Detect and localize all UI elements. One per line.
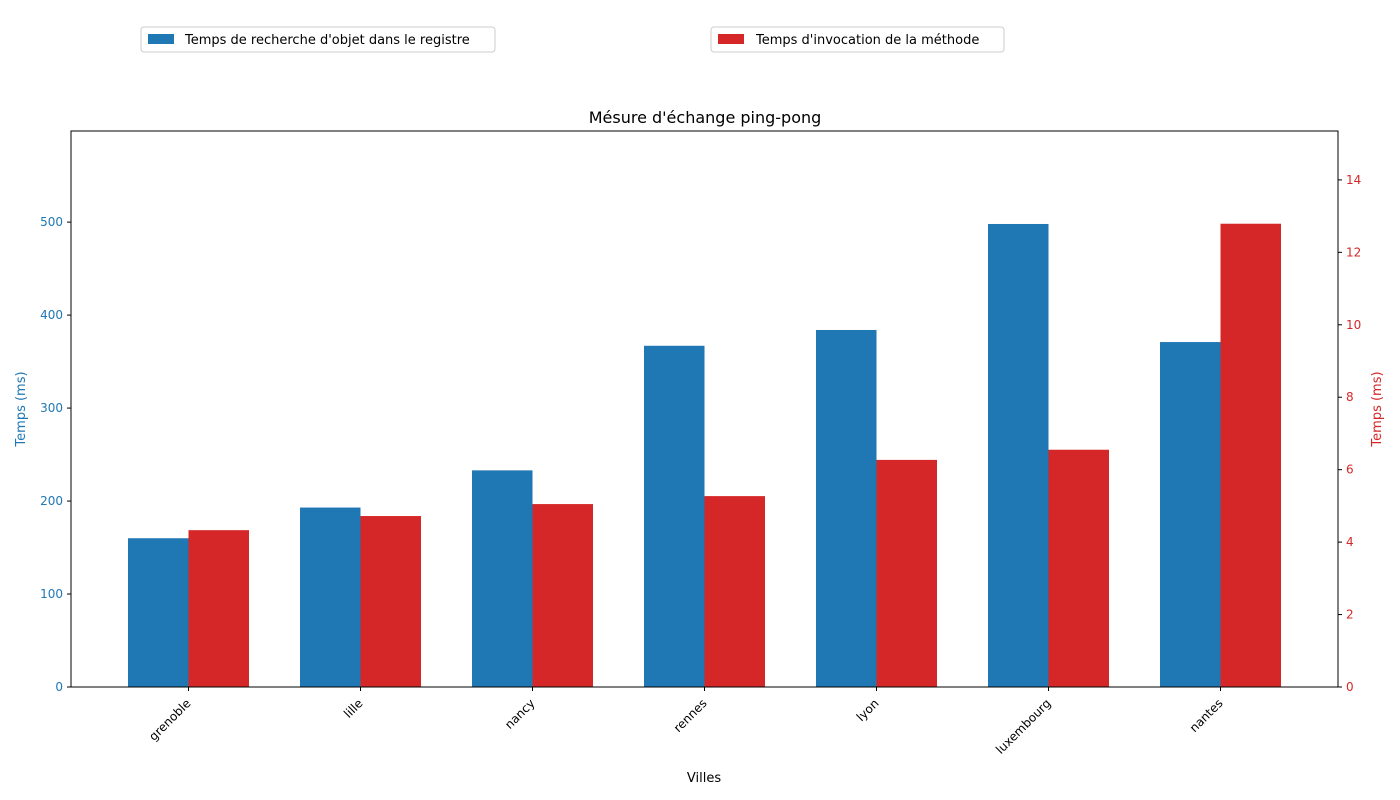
right-tick-label: 6 xyxy=(1346,463,1354,477)
bar-invocation-grenoble xyxy=(188,530,249,687)
bar-registry-rennes xyxy=(644,345,705,687)
right-tick-label: 4 xyxy=(1346,535,1354,549)
bar-invocation-lyon xyxy=(876,459,937,687)
chart-title: Mésure d'échange ping-pong xyxy=(589,108,822,127)
bar-registry-grenoble xyxy=(128,538,189,687)
bar-registry-nantes xyxy=(1160,342,1221,687)
bars-group xyxy=(128,223,1281,687)
legend-series-1: Temps de recherche d'objet dans le regis… xyxy=(140,26,496,53)
bar-registry-lille xyxy=(300,507,361,687)
bar-invocation-rennes xyxy=(704,496,765,687)
x-axis-label: Villes xyxy=(687,771,721,786)
right-axis-ticks: 0 2 4 6 8 10 12 14 xyxy=(1338,173,1361,694)
left-tick-label: 100 xyxy=(40,587,63,601)
bar-invocation-nantes xyxy=(1220,223,1281,687)
left-tick-label: 200 xyxy=(40,494,63,508)
left-tick-label: 300 xyxy=(40,401,63,415)
right-tick-label: 12 xyxy=(1346,245,1361,259)
right-tick-label: 0 xyxy=(1346,680,1354,694)
left-axis-label: Temps (ms) xyxy=(14,371,29,447)
bar-invocation-lille xyxy=(360,516,421,687)
legend-series-2: Temps d'invocation de la méthode xyxy=(710,26,1005,53)
left-tick-label: 0 xyxy=(55,680,63,694)
legend-label: Temps de recherche d'objet dans le regis… xyxy=(184,33,470,48)
legend-label: Temps d'invocation de la méthode xyxy=(755,33,979,48)
bar-registry-luxembourg xyxy=(988,223,1049,687)
legend-swatch xyxy=(148,34,174,44)
bar-invocation-luxembourg xyxy=(1048,449,1109,687)
left-tick-label: 400 xyxy=(40,308,63,322)
bar-registry-lyon xyxy=(816,329,877,687)
right-tick-label: 14 xyxy=(1346,173,1361,187)
legend-swatch xyxy=(718,34,744,44)
legend-box xyxy=(710,26,1005,53)
left-tick-label: 500 xyxy=(40,215,63,229)
plot-frame xyxy=(70,130,1339,688)
right-tick-label: 10 xyxy=(1346,318,1361,332)
bar-invocation-nancy xyxy=(532,504,593,687)
legend-box xyxy=(140,26,496,53)
right-tick-label: 8 xyxy=(1346,390,1354,404)
right-tick-label: 2 xyxy=(1346,608,1354,622)
bar-registry-nancy xyxy=(472,470,533,687)
right-axis-label: Temps (ms) xyxy=(1370,371,1385,447)
left-axis-ticks: 0 100 200 300 400 500 xyxy=(40,215,71,694)
